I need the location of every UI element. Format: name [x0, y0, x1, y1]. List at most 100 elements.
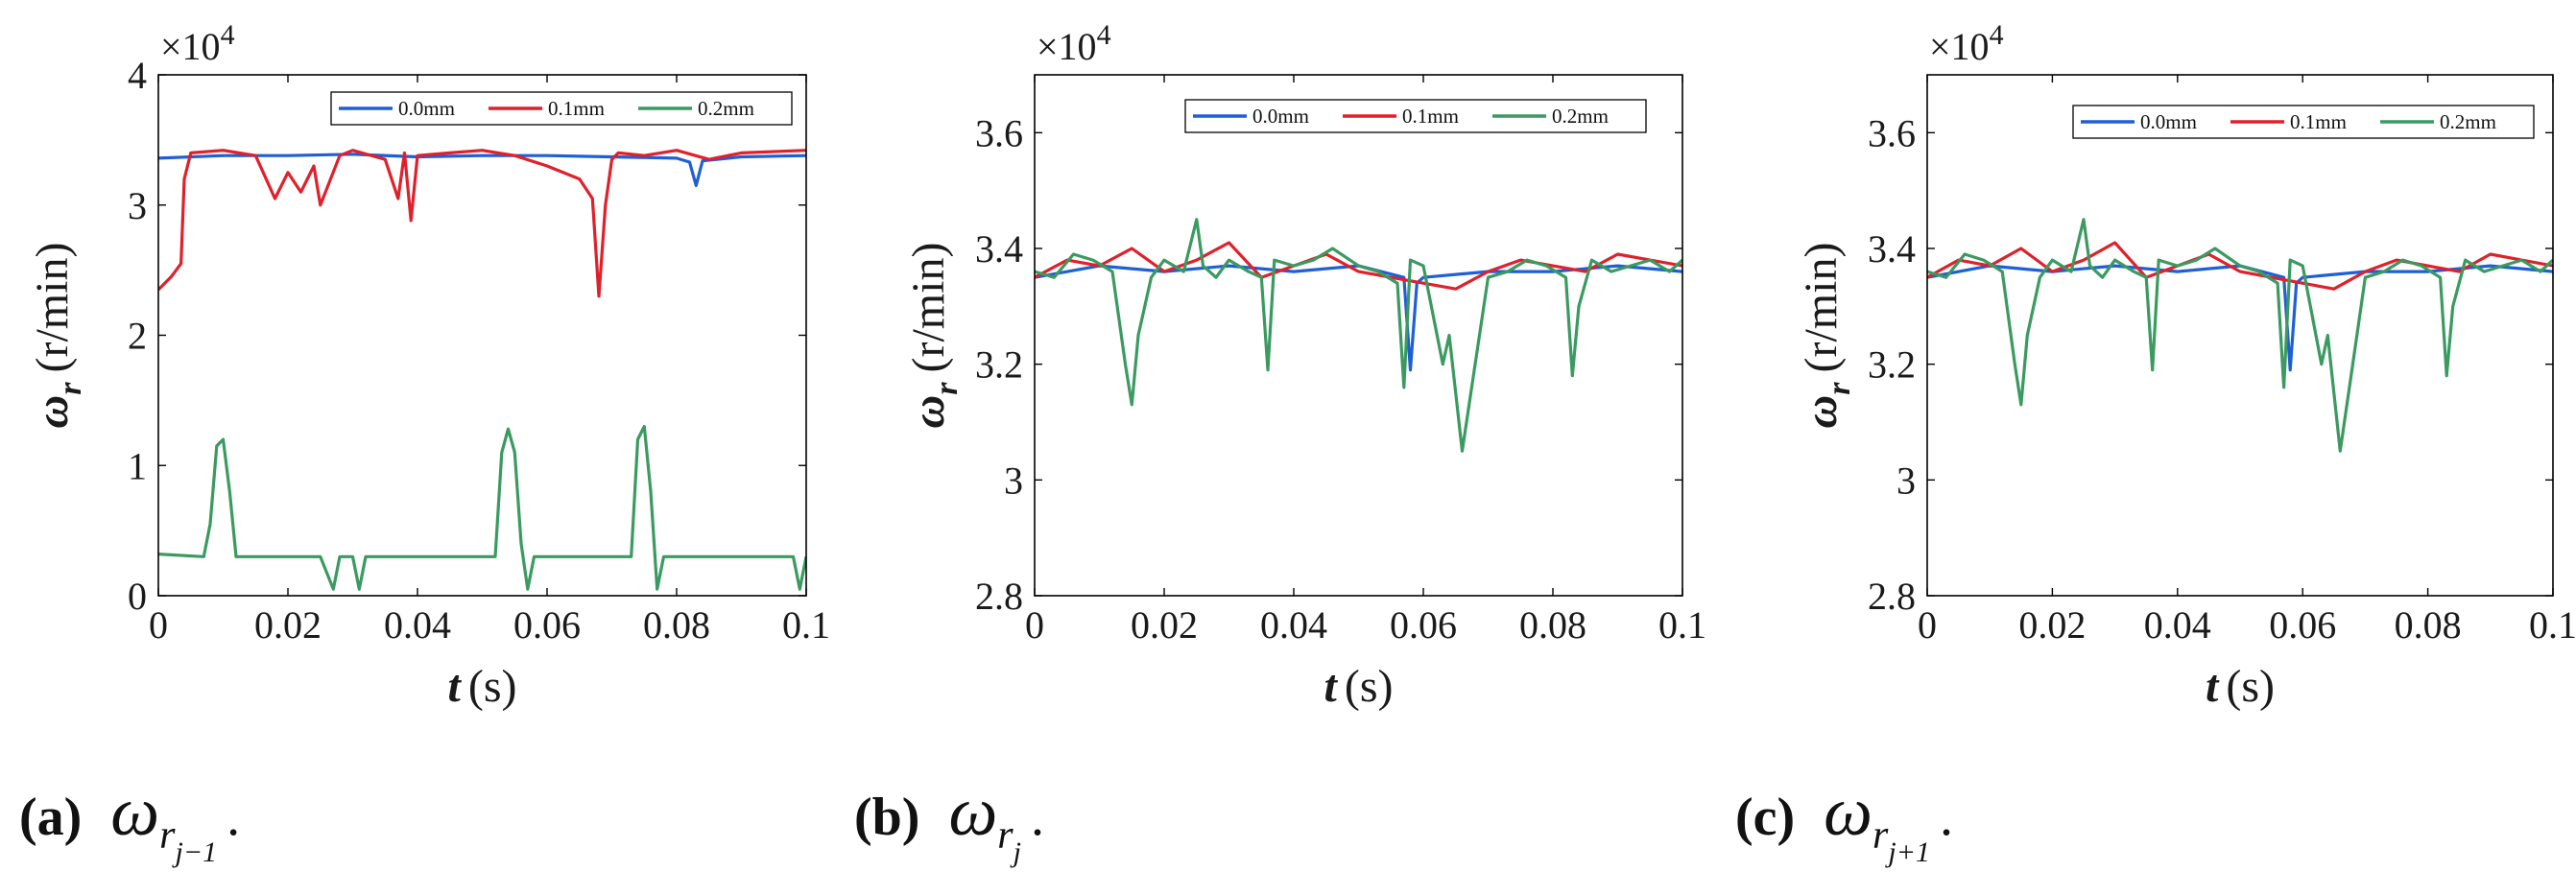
- y-tick-label: 1: [128, 444, 147, 487]
- y-axis-label: ωr (r/min): [27, 243, 88, 429]
- x-tick-label: 0.1: [782, 603, 830, 647]
- y-axis-label: ωr (r/min): [1796, 243, 1857, 429]
- exponent-power: 4: [1990, 19, 2004, 51]
- exponent-power: 4: [1097, 19, 1111, 51]
- y-tick-label: 3.4: [975, 227, 1023, 271]
- legend-entry: 0.1mm: [2290, 110, 2347, 133]
- y-axis-exponent: ×104: [1037, 19, 1111, 68]
- series-line-0-2mm: [158, 424, 806, 591]
- chart-panel-c: 0 0.02 0.04 0.06 0.08 0.1 2.8 3 3.2 3.4 3.6 ×104 t (s…: [1735, 19, 2576, 868]
- y-axis-label: ωr (r/min): [903, 243, 965, 429]
- y-tick-label: 3.2: [975, 343, 1023, 387]
- y-axis-sub: r: [929, 382, 965, 395]
- panel-caption: (a) ωrj−1.: [19, 773, 240, 868]
- y-tick-label: 2: [128, 315, 147, 358]
- x-axis-var: t: [2206, 661, 2220, 712]
- exponent-base: ×10: [1929, 25, 1990, 68]
- x-tick-label: 0.02: [1131, 603, 1198, 647]
- caption-period: .: [227, 788, 240, 847]
- y-tick-label: 2.8: [1868, 575, 1916, 618]
- legend-entry: 0.0mm: [2140, 110, 2197, 133]
- legend-box: [330, 91, 793, 126]
- caption-subsub: j−1: [172, 836, 218, 868]
- exponent-base: ×10: [160, 25, 221, 68]
- caption-label: (c): [1735, 788, 1795, 847]
- y-tick-label: 2.8: [975, 575, 1023, 618]
- y-axis-var: ω: [1796, 395, 1847, 429]
- x-axis-var: t: [1324, 661, 1339, 712]
- x-tick-label: 0.04: [2144, 603, 2211, 647]
- series-line-0-2mm: [1927, 218, 2553, 453]
- legend: 0.0mm 0.1mm 0.2mm: [330, 91, 793, 126]
- caption-sub: r: [997, 813, 1014, 858]
- y-axis-unit: (r/min): [1796, 243, 1847, 373]
- y-axis-sub: r: [53, 382, 88, 395]
- x-axis-unit: (s): [2226, 661, 2275, 712]
- x-tick-label: 0.1: [1658, 603, 1706, 647]
- series-line-0-2mm: [1035, 218, 1682, 453]
- y-tick-label: 3.4: [1868, 227, 1916, 271]
- y-axis-var: ω: [27, 395, 78, 429]
- legend-entry: 0.0mm: [398, 97, 455, 120]
- y-axis-unit: (r/min): [27, 243, 78, 373]
- exponent-power: 4: [221, 19, 235, 51]
- caption-sub: r: [159, 813, 176, 858]
- x-axis-unit: (s): [1345, 661, 1394, 712]
- plot-frame: [1034, 74, 1683, 597]
- legend-entry: 0.2mm: [1552, 105, 1609, 128]
- legend-box: [1184, 99, 1647, 133]
- y-axis-exponent: ×104: [160, 19, 235, 68]
- x-tick-label: 0.08: [643, 603, 710, 647]
- caption-symbol: ω: [1824, 773, 1872, 850]
- caption-label: (b): [854, 788, 919, 847]
- plot-frame: [1926, 74, 2554, 597]
- x-tick-label: 0.08: [1519, 603, 1586, 647]
- panel-caption: (b) ωrj.: [854, 773, 1044, 868]
- y-tick-label: 3.2: [1868, 343, 1916, 387]
- caption-period: .: [1031, 788, 1044, 847]
- y-tick-label: 3.6: [1868, 111, 1916, 154]
- series-line-0-0mm: [158, 153, 806, 187]
- y-axis-unit: (r/min): [903, 243, 954, 373]
- x-tick-label: 0.06: [513, 603, 581, 647]
- x-tick-label: 0.06: [2269, 603, 2336, 647]
- x-tick-label: 0.02: [2018, 603, 2086, 647]
- legend-entry: 0.2mm: [698, 97, 754, 120]
- y-tick-label: 3: [1004, 459, 1023, 502]
- caption-symbol: ω: [948, 773, 997, 850]
- y-tick-label: 3: [1896, 459, 1916, 502]
- x-tick-label: 0.08: [2395, 603, 2462, 647]
- x-tick-label: 0.06: [1390, 603, 1457, 647]
- x-tick-label: 0.04: [1260, 603, 1327, 647]
- x-axis-label: t (s): [2206, 661, 2275, 712]
- series-line-0-1mm: [1927, 241, 2553, 291]
- caption-label: (a): [19, 788, 82, 847]
- x-axis-var: t: [448, 661, 463, 712]
- caption-subsub: j+1: [1884, 836, 1930, 868]
- legend: 0.0mm 0.1mm 0.2mm: [1184, 99, 1647, 133]
- y-tick-label: 0: [128, 575, 147, 618]
- legend-entry: 0.1mm: [548, 97, 605, 120]
- legend-box: [2072, 105, 2535, 139]
- series-line-0-1mm: [1035, 241, 1682, 291]
- caption-symbol: ω: [110, 773, 159, 850]
- legend-entry: 0.1mm: [1402, 105, 1459, 128]
- legend-entry: 0.0mm: [1252, 105, 1309, 128]
- series-line-0-1mm: [158, 149, 806, 298]
- x-tick-label: 0.04: [384, 603, 451, 647]
- exponent-base: ×10: [1037, 25, 1097, 68]
- x-tick-label: 0.02: [254, 603, 322, 647]
- panel-caption: (c) ωrj+1.: [1735, 773, 1953, 868]
- x-tick-label: 0: [1918, 603, 1937, 647]
- y-tick-label: 3: [128, 184, 147, 227]
- y-axis-sub: r: [1822, 382, 1857, 395]
- x-axis-label: t (s): [1324, 661, 1394, 712]
- caption-subsub: j: [1010, 836, 1021, 868]
- legend: 0.0mm 0.1mm 0.2mm: [2072, 105, 2535, 139]
- y-tick-label: 4: [128, 54, 147, 97]
- x-tick-label: 0: [149, 603, 168, 647]
- x-tick-label: 0: [1025, 603, 1044, 647]
- chart-panel-b: 0 0.02 0.04 0.06 0.08 0.1 2.8 3 3.2 3.4 3.6 ×104 t (s…: [854, 19, 1706, 868]
